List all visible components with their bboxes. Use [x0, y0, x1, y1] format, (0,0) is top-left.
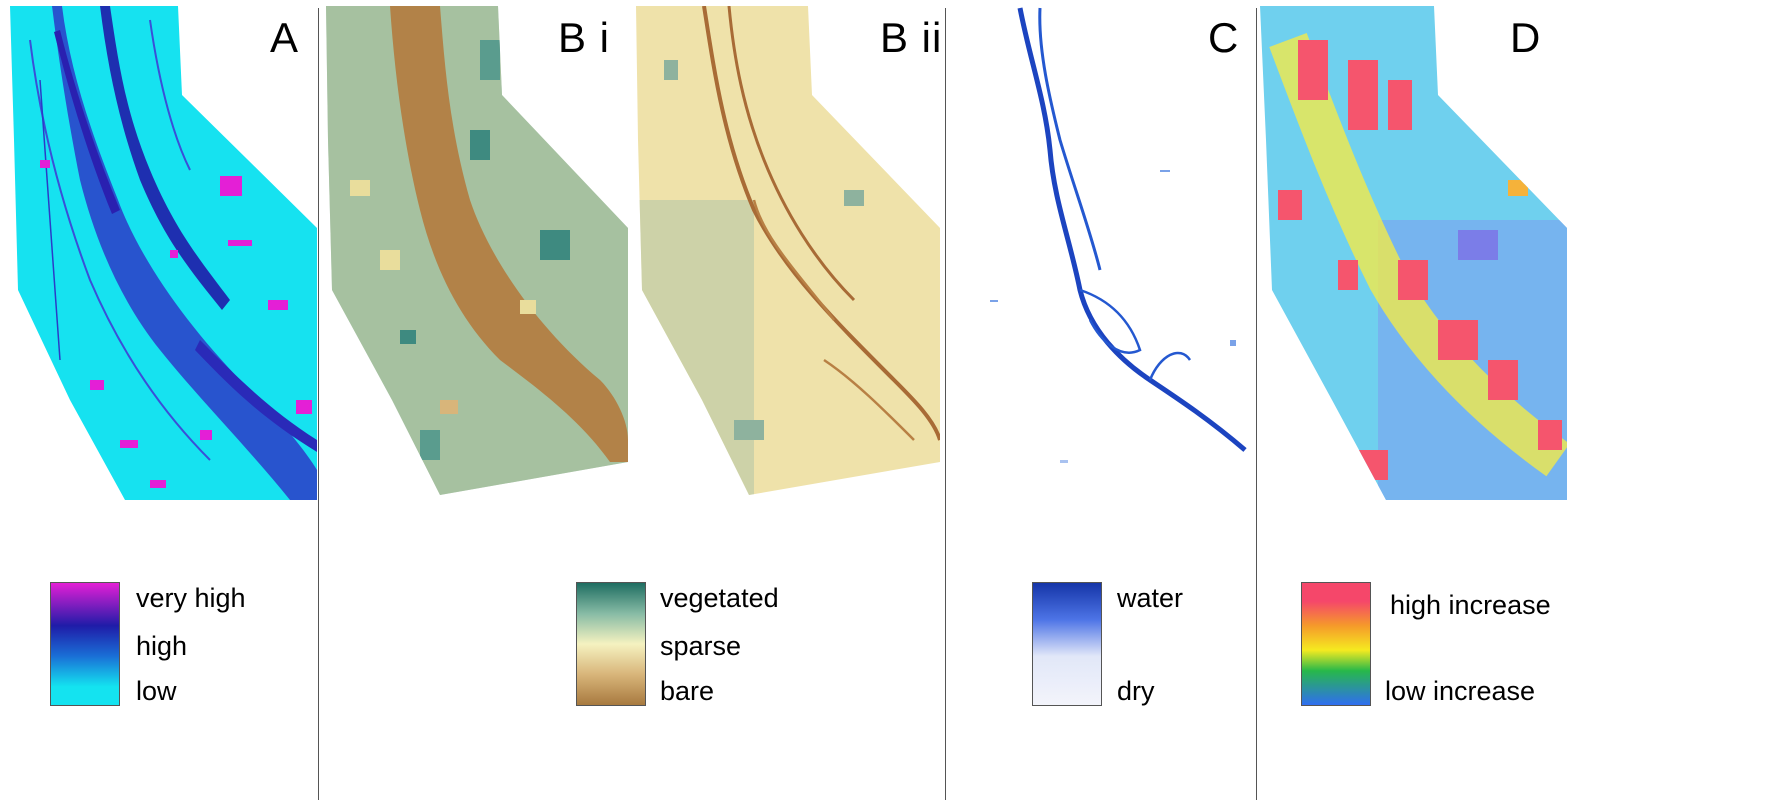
- panel-bi-label: B i: [558, 14, 611, 61]
- legend-d-top-label: high increase: [1390, 590, 1551, 620]
- divider-b-c: [945, 8, 946, 800]
- divider-c-d: [1256, 8, 1257, 800]
- map-panel-a: [0, 0, 318, 520]
- map-panel-bi: [320, 0, 632, 520]
- map-panel-c: [950, 0, 1254, 520]
- legend-a-top-label: very high: [136, 583, 246, 613]
- legend-c-bottom-label: dry: [1117, 676, 1155, 706]
- legend-b-middle-label: sparse: [660, 631, 742, 661]
- legend-a-colorbar: [50, 582, 120, 706]
- legend-a-bottom-label: low: [136, 676, 177, 706]
- legend-b-colorbar: [576, 582, 646, 706]
- panel-c-label: C: [1208, 14, 1240, 61]
- map-panel-d: [1258, 0, 1569, 520]
- legend-b-bottom-label: bare: [660, 676, 715, 706]
- legend-b-top-label: vegetated: [660, 583, 779, 613]
- map-panel-bii: [634, 0, 944, 520]
- panel-d-label: D: [1510, 14, 1542, 61]
- divider-a-b: [318, 8, 319, 800]
- panel-bii-label: B ii: [880, 14, 943, 61]
- legend-c-colorbar: [1032, 582, 1102, 706]
- panel-a-label: A: [270, 14, 300, 61]
- legend-a-middle-label: high: [136, 631, 188, 661]
- legend-d-bottom-label: low increase: [1385, 676, 1536, 706]
- legend-c-top-label: water: [1117, 583, 1184, 613]
- legend-d-colorbar: [1301, 582, 1371, 706]
